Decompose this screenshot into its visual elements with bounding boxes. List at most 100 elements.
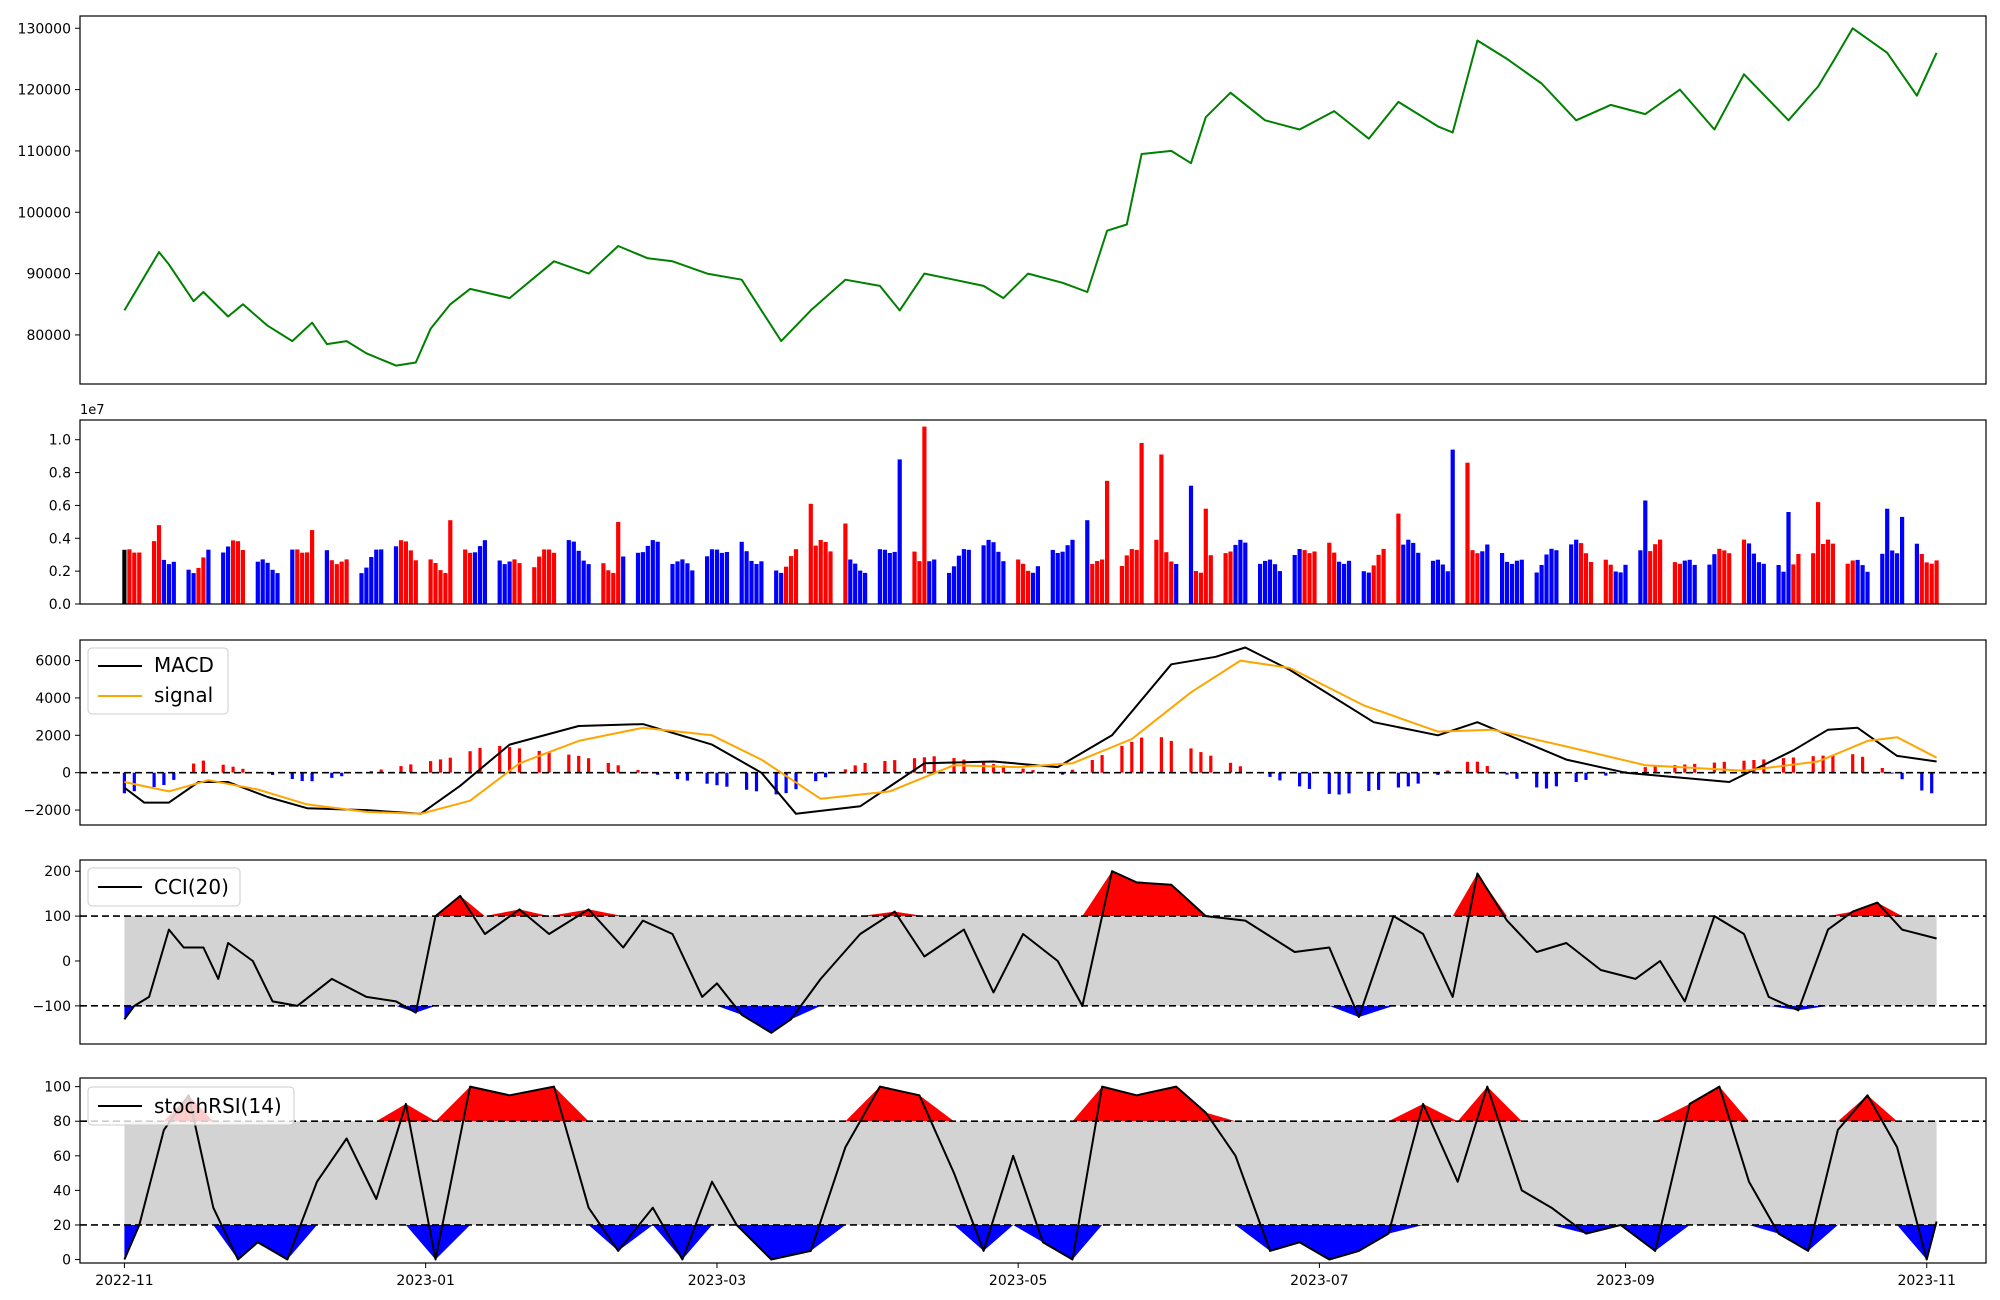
macd-histogram-bar [893,760,897,773]
macd-histogram-bar [221,764,225,773]
volume-bar [784,566,789,604]
macd-histogram-bar [883,761,887,773]
volume-bar [1430,560,1436,604]
volume-bar [408,550,413,604]
volume-bar [961,549,966,604]
volume-bar [374,549,379,604]
macd-histogram-bar [1367,772,1371,791]
volume-bar [398,540,404,604]
macd-histogram-bar [1446,770,1450,773]
macd-histogram-bar [1673,765,1677,773]
macd-histogram-bar [1535,772,1539,788]
volume-bar [1924,562,1929,604]
volume-bar [1060,551,1065,604]
macd-histogram-bar [794,772,798,790]
macd-histogram-bar [172,772,176,780]
volume-bar [1119,566,1124,604]
macd-histogram-bar [399,766,403,773]
volume-bar [606,570,611,604]
volume-bar [1865,571,1870,604]
macd-histogram-bar [438,759,443,773]
macd-histogram-bar [745,772,749,790]
volume-bar [1756,562,1761,604]
volume-bar [724,552,729,604]
macd-histogram-bar [685,772,689,781]
macd-histogram-bar [1505,772,1509,775]
volume-bar [324,550,329,604]
macd-histogram-bar [231,766,235,773]
volume-bar [1258,563,1263,604]
volume-bar [413,560,418,604]
macd-histogram-bar [784,772,788,794]
macd-histogram-bar [725,772,729,787]
cci-panel: −100 0 100 200 CCI(20) [33,859,1987,1045]
volume-bar [1860,565,1865,604]
macd-histogram-bar [1140,737,1144,773]
volume-bar [749,560,754,604]
volume-bar [927,561,932,604]
volume-bar [635,552,641,604]
volume-bar [1796,554,1801,604]
cci-legend: CCI(20) [87,867,241,907]
macd-histogram-bar [1001,765,1005,773]
volume-bar [1786,512,1791,604]
volume-bar [1579,543,1584,604]
volume-bar [196,567,201,604]
stochrsi-ytick-label: 40 [53,1183,71,1199]
volume-bar [823,542,828,604]
volume-bar [334,564,339,604]
volume-bar [744,551,749,604]
macd-histogram-bar [1298,772,1302,787]
volume-ytick-label: 0.8 [49,466,71,482]
volume-bar [152,541,157,604]
volume-bar [1821,544,1826,604]
volume-bar [472,552,478,604]
volume-bar [843,523,848,604]
volume-bar [932,559,937,604]
macd-histogram-bar [843,769,847,773]
volume-bar [369,557,374,604]
stochrsi-legend-label: stochRSI(14) [154,1094,282,1118]
volume-bar [1450,449,1455,604]
cci-yaxis: −100 0 100 200 [33,864,80,1015]
volume-bar [1672,562,1677,604]
macd-histogram-bar [1406,772,1410,787]
volume-bar [1100,559,1105,604]
volume-bar [532,567,537,604]
volume-bar [1850,560,1855,604]
volume-bar [290,549,295,604]
volume-bar [1712,554,1717,604]
volume-bar [231,540,236,604]
volume-bar [1761,563,1766,604]
volume-bar [705,556,710,604]
x-tick-label: 2022-11 [95,1273,154,1289]
volume-bar [1811,553,1816,604]
volume-bar [1297,549,1302,604]
volume-bar [1574,539,1579,604]
volume-bar [877,549,882,604]
volume-bar [329,560,334,604]
volume-bar [1509,563,1515,604]
volume-bar [1890,550,1895,604]
macd-histogram-bar [1228,762,1233,773]
stochrsi-ytick-label: 60 [53,1149,71,1165]
macd-histogram-bar [409,764,413,773]
volume-bar [1653,544,1658,604]
macd-histogram-bar [991,764,996,773]
volume-bar [1500,553,1505,604]
macd-histogram-bar [1762,759,1766,773]
volume-bar [892,551,897,604]
volume-bar [1648,551,1653,604]
stochrsi-legend: stochRSI(14) [87,1086,295,1126]
macd-histogram-bar [1831,755,1835,773]
volume-bar [1090,564,1095,604]
volume-bar [1198,572,1203,604]
volume-bar [1816,502,1821,604]
volume-bar [675,561,680,604]
macd-histogram-bar [774,772,778,795]
macd-histogram-bar [1584,772,1588,780]
volume-scale-label: 1e7 [80,403,105,418]
volume-bar [1030,572,1036,604]
volume-bar [1267,559,1273,604]
macd-histogram-bar [1890,772,1894,774]
